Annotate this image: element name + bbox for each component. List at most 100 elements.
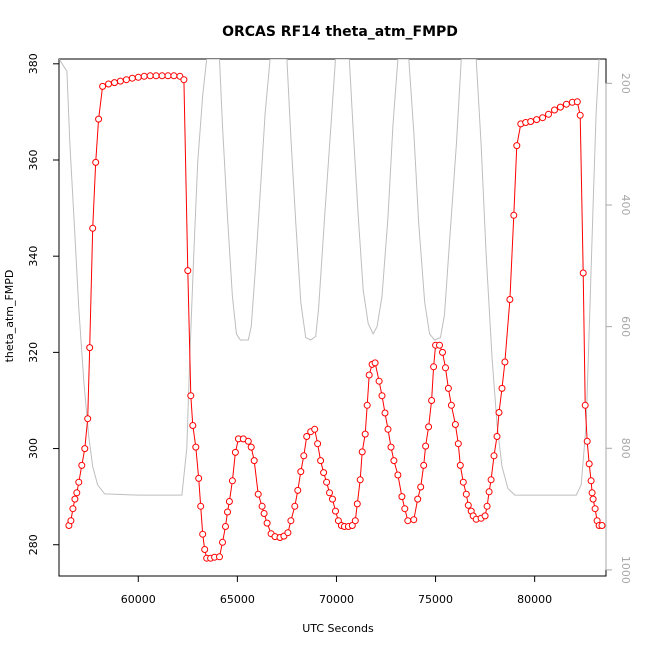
theta-point: [459, 478, 467, 486]
theta-point: [493, 433, 501, 440]
theta-point: [356, 476, 364, 484]
theta-point: [485, 488, 493, 496]
theta-point: [244, 437, 252, 445]
theta-point: [417, 483, 425, 491]
theta-point: [588, 489, 596, 497]
theta-point: [152, 72, 160, 80]
theta-point: [527, 118, 535, 125]
theta-point: [353, 500, 361, 508]
theta-point: [430, 363, 438, 371]
theta-point: [294, 486, 302, 494]
theta-point: [69, 505, 77, 513]
y-tick-label: 320: [27, 342, 40, 363]
theta-point: [404, 517, 412, 525]
theta-point: [111, 79, 118, 87]
theta-point: [250, 457, 258, 465]
theta-point: [92, 158, 100, 166]
theta-point: [361, 430, 369, 438]
theta-point: [483, 502, 491, 510]
theta-point: [576, 111, 584, 119]
theta-point: [425, 423, 433, 431]
theta-point: [587, 477, 595, 485]
theta-point: [591, 505, 599, 513]
theta-point: [579, 269, 587, 277]
theta-point: [428, 397, 436, 404]
y-tick-label: 340: [27, 246, 40, 267]
theta-point: [122, 76, 130, 84]
theta-point: [495, 409, 503, 416]
theta-point: [358, 448, 366, 456]
theta-point: [189, 422, 197, 429]
theta-point: [303, 433, 311, 440]
theta-point: [390, 457, 398, 465]
theta-point: [222, 523, 229, 530]
theta-point: [134, 73, 142, 81]
theta-point: [284, 529, 292, 537]
theta-point: [247, 443, 255, 451]
theta-point: [86, 344, 94, 352]
theta-point: [219, 538, 226, 546]
x-tick-label: 70000: [319, 593, 354, 606]
theta-point: [84, 415, 92, 423]
theta-point: [287, 517, 295, 525]
theta-point: [192, 443, 200, 451]
theta-point: [384, 425, 392, 433]
theta-point: [297, 468, 305, 476]
theta-point: [506, 296, 514, 303]
theta-point: [562, 100, 570, 108]
theta-point: [78, 461, 86, 469]
theta-point: [371, 359, 379, 367]
x-tick-label: 80000: [517, 593, 552, 606]
theta-point: [401, 505, 409, 513]
theta-point: [71, 495, 79, 503]
theta-point: [375, 377, 383, 385]
theta-point: [501, 358, 509, 366]
theta-point: [116, 77, 124, 85]
theta-point: [451, 421, 459, 428]
theta-point: [462, 490, 470, 498]
theta-point: [414, 495, 422, 503]
y-axis: 280 300 320 340 360 380: [27, 53, 60, 555]
theta-point: [551, 106, 558, 114]
y2-tick-label: 1000: [619, 556, 632, 584]
theta-point: [332, 507, 339, 515]
theta-point: [73, 489, 81, 497]
x-tick-label: 75000: [418, 593, 453, 606]
theta-point: [556, 103, 564, 111]
theta-point: [598, 522, 606, 529]
theta-point: [146, 72, 154, 80]
x-axis-label: UTC Seconds: [302, 622, 374, 635]
theta-point: [381, 409, 389, 417]
y2-tick-label: 800: [619, 438, 632, 459]
theta-point: [573, 98, 581, 106]
theta-point: [291, 502, 299, 510]
theta-point: [498, 384, 506, 392]
theta-point: [224, 508, 231, 516]
theta-point: [394, 471, 402, 479]
theta-point: [258, 502, 266, 510]
theta-point: [254, 490, 262, 498]
theta-line: [68, 75, 602, 559]
theta-point: [128, 74, 136, 82]
x-tick-label: 60000: [121, 593, 156, 606]
theta-point: [170, 72, 178, 80]
theta-point: [581, 401, 589, 409]
theta-point: [365, 371, 373, 379]
theta-point: [195, 474, 203, 482]
theta-point: [197, 502, 205, 510]
theta-point: [187, 392, 195, 400]
pressure-line: [59, 59, 600, 496]
theta-point: [490, 452, 498, 460]
theta-point: [585, 460, 593, 468]
theta-point: [351, 517, 359, 525]
theta-point: [422, 442, 430, 450]
theta-point: [320, 469, 328, 477]
y-tick-label: 360: [27, 149, 40, 170]
theta-point: [539, 114, 547, 122]
y-axis-label: theta_atm_FMPD: [3, 270, 16, 363]
x-axis: 60000 65000 70000 75000 80000: [121, 575, 552, 606]
y2-tick-label: 600: [619, 316, 632, 337]
theta-point: [314, 440, 322, 448]
theta-point: [300, 452, 308, 460]
theta-point: [99, 82, 107, 90]
